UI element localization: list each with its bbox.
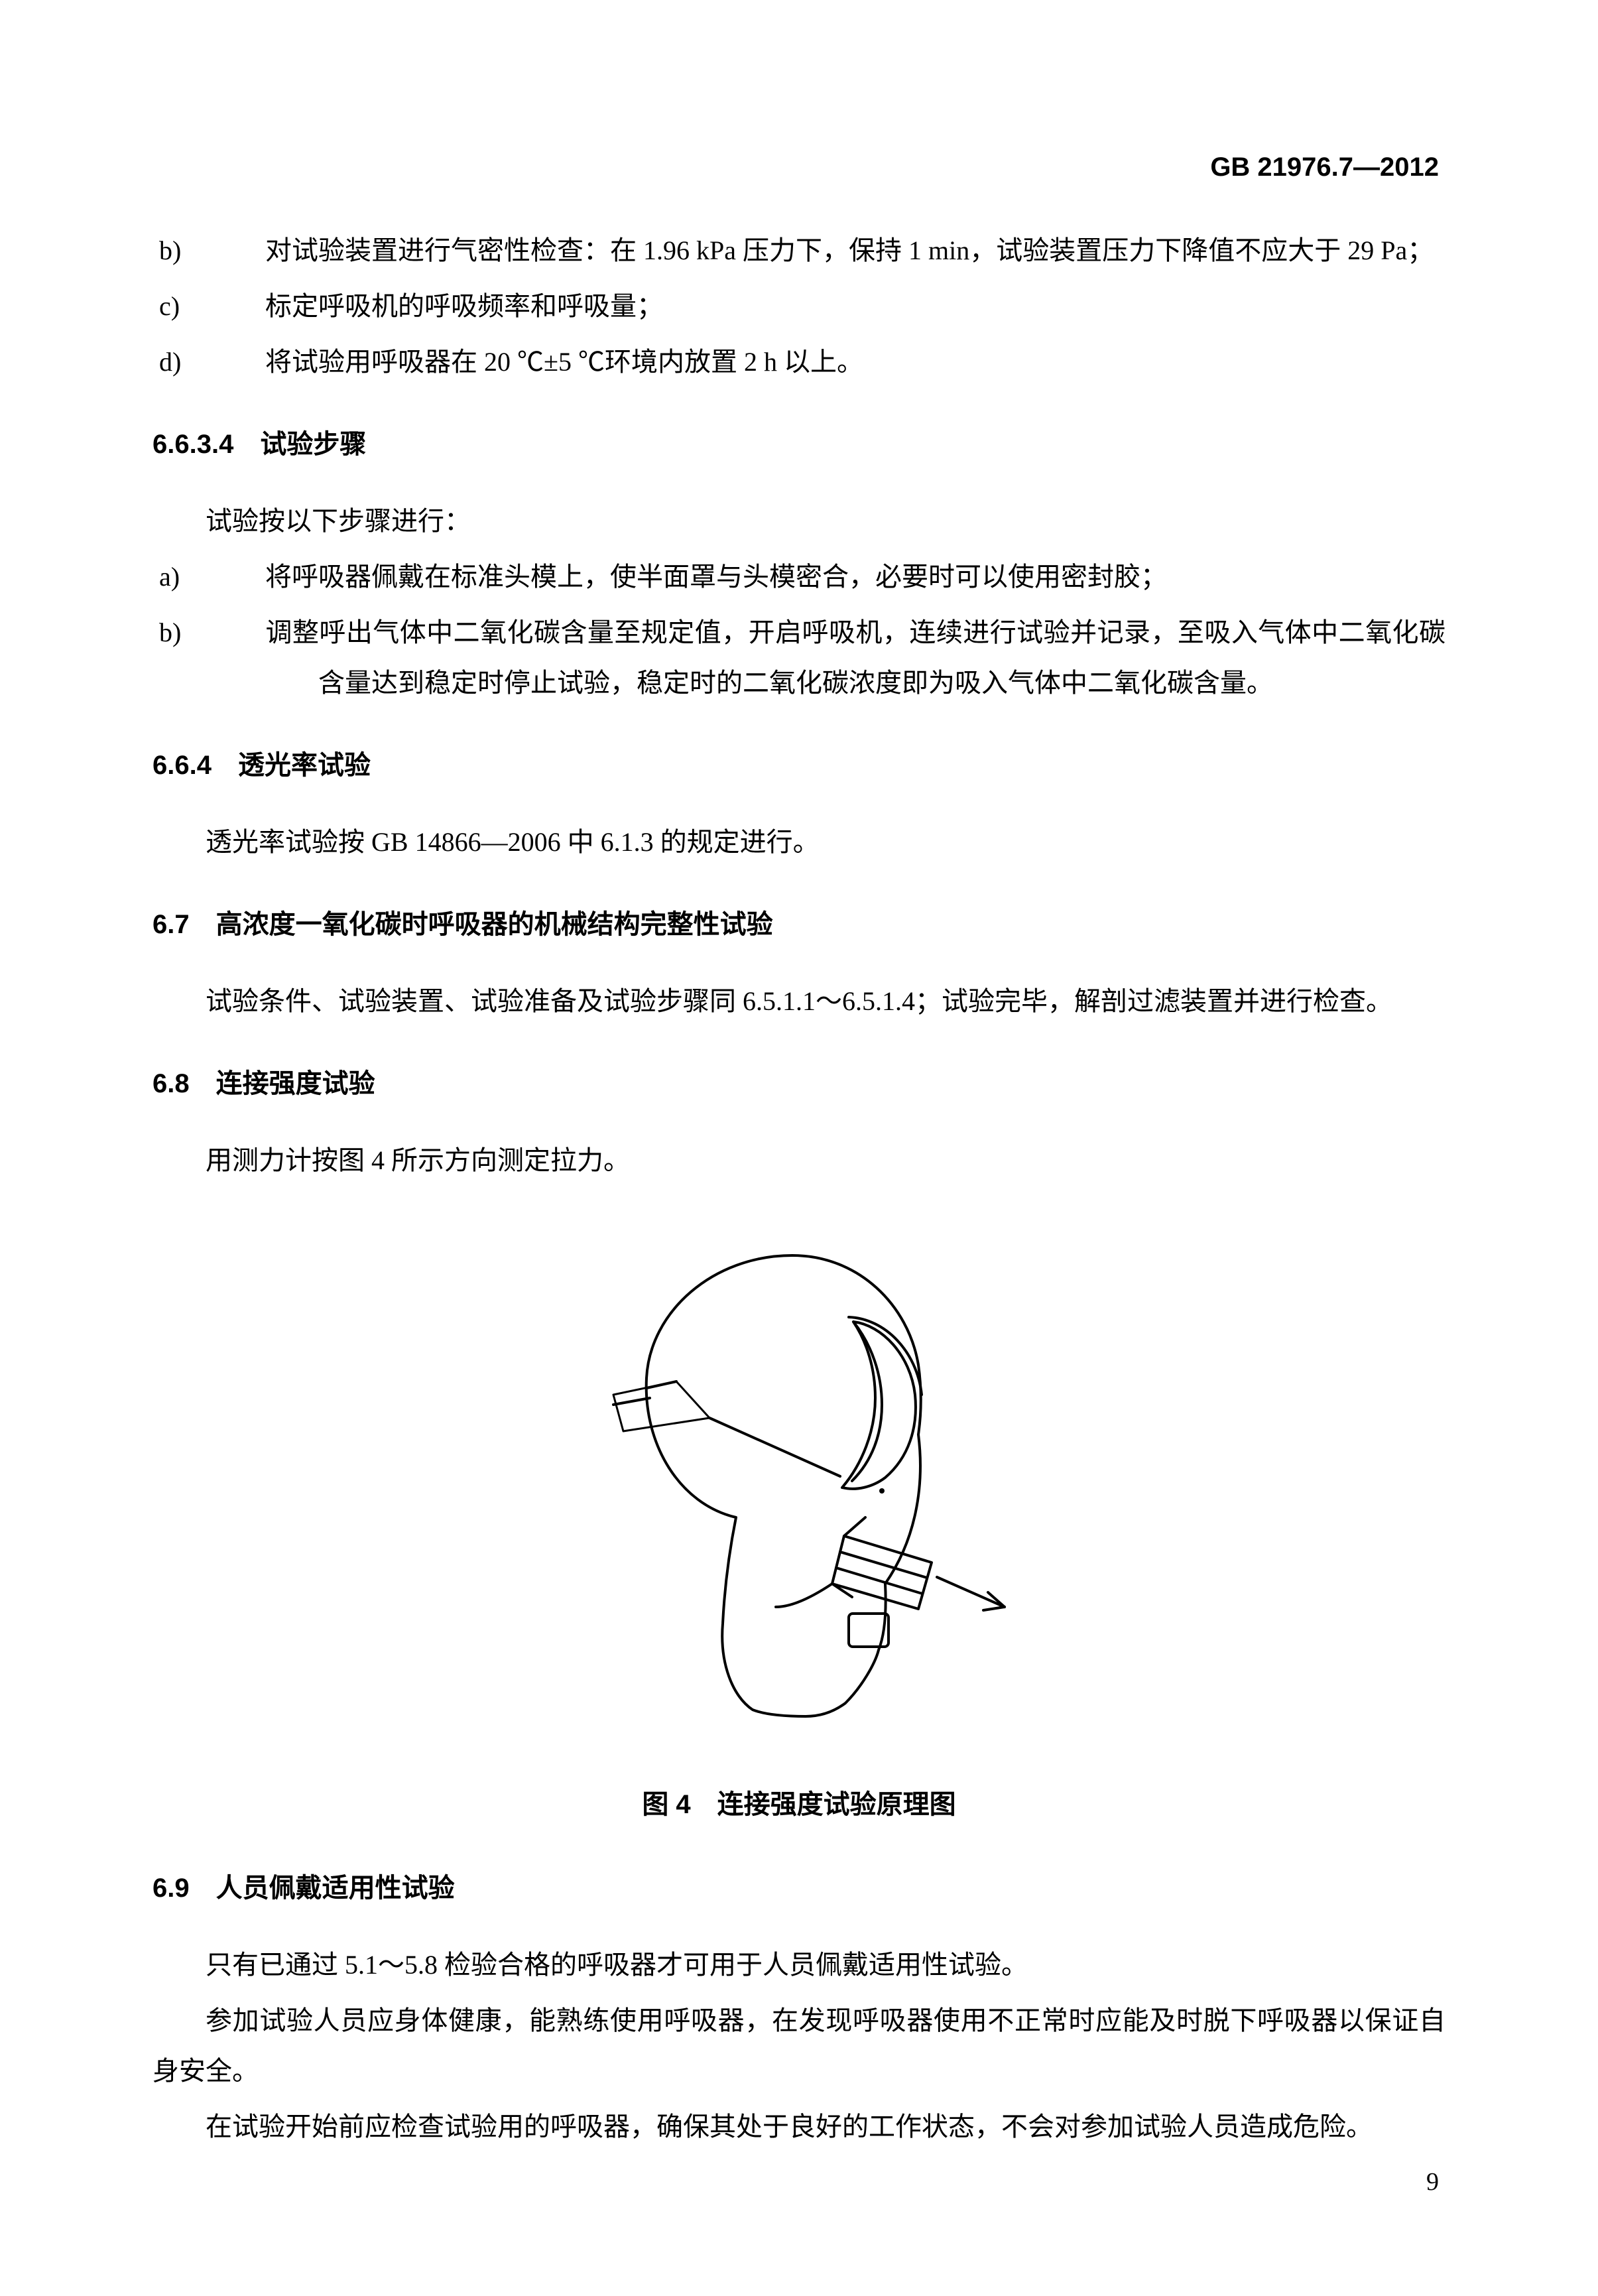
heading-level-2: 6.7 高浓度一氧化碳时呼吸器的机械结构完整性试验 bbox=[153, 899, 1445, 950]
list-marker: a) bbox=[212, 552, 265, 602]
list-marker: b) bbox=[212, 607, 265, 658]
heading-level-2: 6.9 人员佩戴适用性试验 bbox=[153, 1863, 1445, 1913]
list-item: d)将试验用呼吸器在 20 ℃±5 ℃环境内放置 2 h 以上。 bbox=[265, 337, 1445, 387]
page-number: 9 bbox=[1426, 2167, 1439, 2197]
heading-level-4: 6.6.3.4 试验步骤 bbox=[153, 419, 1445, 470]
list-item: b)对试验装置进行气密性检查：在 1.96 kPa 压力下，保持 1 min，试… bbox=[265, 225, 1445, 276]
heading-level-2: 6.8 连接强度试验 bbox=[153, 1058, 1445, 1109]
list-item: c)标定呼吸机的呼吸频率和呼吸量； bbox=[265, 281, 1445, 332]
body-paragraph: 参加试验人员应身体健康，能熟练使用呼吸器，在发现呼吸器使用不正常时应能及时脱下呼… bbox=[153, 1996, 1445, 2096]
body-paragraph: 用测力计按图 4 所示方向测定拉力。 bbox=[153, 1135, 1445, 1186]
list-marker: d) bbox=[212, 337, 265, 387]
list-text: 调整呼出气体中二氧化碳含量至规定值，开启呼吸机，连续进行试验并记录，至吸入气体中… bbox=[265, 617, 1445, 698]
list-text: 将试验用呼吸器在 20 ℃±5 ℃环境内放置 2 h 以上。 bbox=[265, 347, 863, 377]
figure-4-diagram bbox=[547, 1226, 1051, 1730]
list-item: b)调整呼出气体中二氧化碳含量至规定值，开启呼吸机，连续进行试验并记录，至吸入气… bbox=[265, 607, 1445, 708]
body-paragraph: 在试验开始前应检查试验用的呼吸器，确保其处于良好的工作状态，不会对参加试验人员造… bbox=[153, 2102, 1445, 2152]
heading-level-3: 6.6.4 透光率试验 bbox=[153, 740, 1445, 791]
body-paragraph: 透光率试验按 GB 14866—2006 中 6.1.3 的规定进行。 bbox=[153, 817, 1445, 867]
list-item: a)将呼吸器佩戴在标准头模上，使半面罩与头模密合，必要时可以使用密封胶； bbox=[265, 552, 1445, 602]
list-text: 标定呼吸机的呼吸频率和呼吸量； bbox=[265, 291, 663, 321]
document-body: b)对试验装置进行气密性检查：在 1.96 kPa 压力下，保持 1 min，试… bbox=[153, 225, 1445, 2152]
body-paragraph: 试验按以下步骤进行： bbox=[153, 496, 1445, 546]
document-id-header: GB 21976.7—2012 bbox=[1210, 153, 1439, 182]
list-marker: b) bbox=[212, 225, 265, 276]
body-paragraph: 试验条件、试验装置、试验准备及试验步骤同 6.5.1.1～6.5.1.4；试验完… bbox=[153, 976, 1445, 1027]
list-text: 将呼吸器佩戴在标准头模上，使半面罩与头模密合，必要时可以使用密封胶； bbox=[265, 562, 1167, 592]
figure-container: 图 4 连接强度试验原理图 bbox=[153, 1226, 1445, 1830]
list-text: 对试验装置进行气密性检查：在 1.96 kPa 压力下，保持 1 min，试验装… bbox=[265, 235, 1434, 265]
list-marker: c) bbox=[212, 281, 265, 332]
body-paragraph: 只有已通过 5.1～5.8 检验合格的呼吸器才可用于人员佩戴适用性试验。 bbox=[153, 1940, 1445, 1990]
figure-caption: 图 4 连接强度试验原理图 bbox=[153, 1779, 1445, 1830]
